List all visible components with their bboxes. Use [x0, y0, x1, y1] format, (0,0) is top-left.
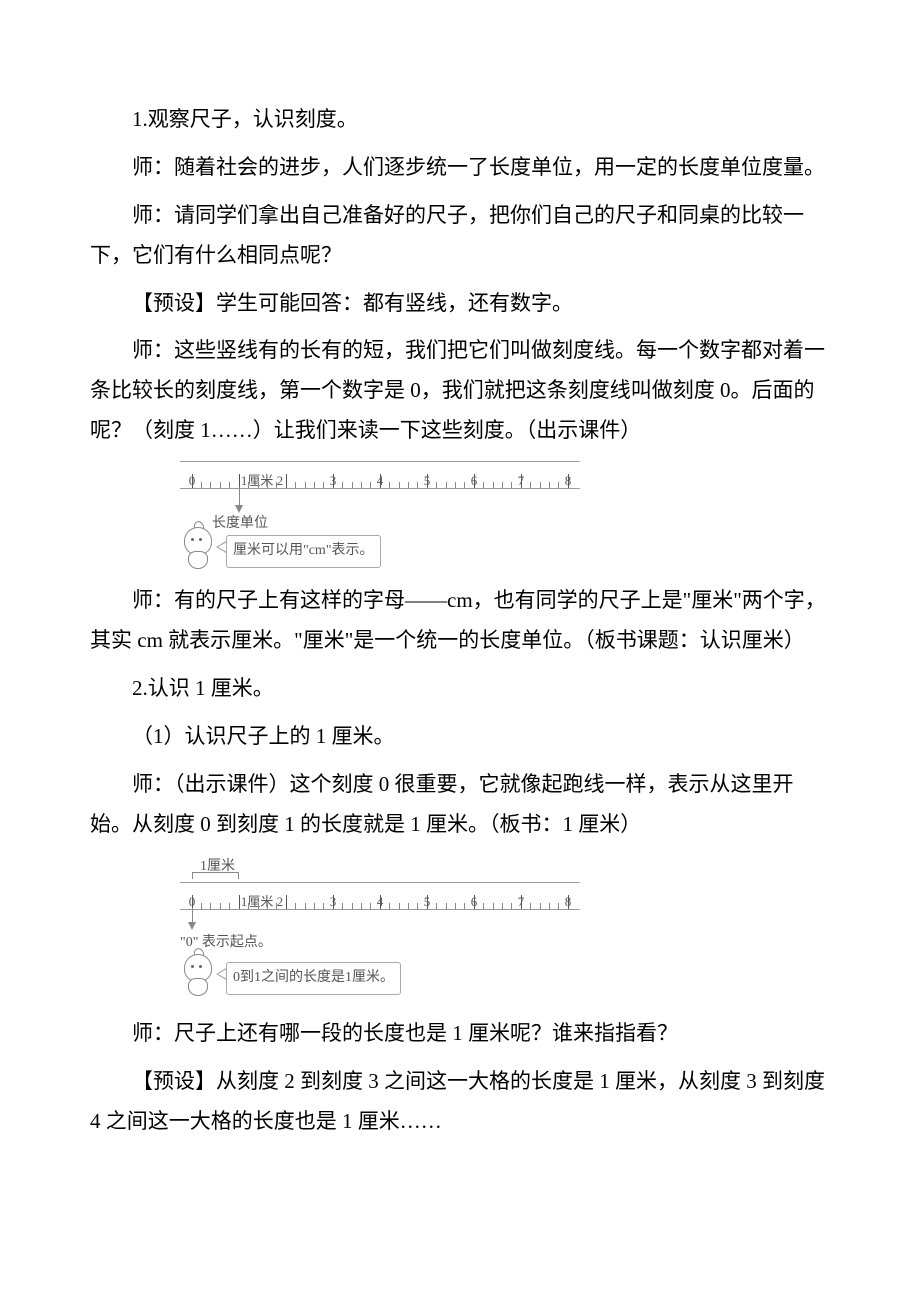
paragraph: 【预设】从刻度 2 到刻度 3 之间这一大格的长度是 1 厘米，从刻度 3 到刻… [90, 1062, 830, 1142]
tick-label: 3 [330, 469, 337, 494]
tick-label: 5 [424, 469, 431, 494]
arrow-line [239, 487, 240, 505]
tick-label: 3 [330, 890, 337, 915]
paragraph: 2.认识 1 厘米。 [90, 669, 830, 709]
tick-label: 8 [565, 469, 572, 494]
paragraph: 师：随着社会的进步，人们逐步统一了长度单位，用一定的长度单位度量。 [90, 148, 830, 188]
paragraph: 师：这些竖线有的长有的短，我们把它们叫做刻度线。每一个数字都对着一条比较长的刻度… [90, 331, 830, 451]
tick-label: 6 [471, 469, 478, 494]
mascot-icon [180, 527, 214, 571]
callout: 0到1之间的长度是1厘米。 [226, 962, 401, 995]
tick-label: 6 [471, 890, 478, 915]
speech-tail-icon [216, 541, 226, 553]
paragraph: 师：尺子上还有哪一段的长度也是 1 厘米呢？谁来指指看？ [90, 1014, 830, 1054]
tick-label: 5 [424, 890, 431, 915]
paragraph: （1）认识尺子上的 1 厘米。 [90, 717, 830, 757]
ruler-figure-2: 1厘米 0 1厘米 2 3 4 5 6 7 8 [180, 854, 830, 1004]
tick-label: 7 [518, 890, 525, 915]
paragraph: 师：请同学们拿出自己准备好的尺子，把你们自己的尺子和同桌的比较一下，它们有什么相… [90, 196, 830, 276]
tick-label: 0 [189, 469, 196, 494]
paragraph: 【预设】学生可能回答：都有竖线，还有数字。 [90, 284, 830, 324]
document-page: 1.观察尺子，认识刻度。 师：随着社会的进步，人们逐步统一了长度单位，用一定的长… [0, 0, 920, 1210]
paragraph: 1.观察尺子，认识刻度。 [90, 100, 830, 140]
tick-label: 8 [565, 890, 572, 915]
tick-label: 4 [377, 469, 384, 494]
tick-label: 7 [518, 469, 525, 494]
paragraph: 师：有的尺子上有这样的字母——cm，也有同学的尺子上是"厘米"两个字，其实 cm… [90, 581, 830, 661]
ruler: 0 1厘米 2 3 4 5 6 7 8 [180, 882, 580, 910]
tick-label: 4 [377, 890, 384, 915]
arrow-down-icon [188, 922, 196, 930]
ruler: 0 1厘米 2 3 4 5 6 7 8 [180, 461, 580, 489]
speech-tail-icon [216, 968, 226, 980]
ruler-figure-1: 0 1厘米 2 3 4 5 6 7 8 [180, 461, 830, 571]
arrow-line [192, 908, 193, 922]
mascot-icon [180, 954, 214, 998]
axis-label: 长度单位 [212, 511, 268, 538]
paragraph: 师：（出示课件）这个刻度 0 很重要，它就像起跑线一样，表示从这里开始。从刻度 … [90, 765, 830, 845]
callout: 厘米可以用"cm"表示。 [226, 535, 381, 568]
